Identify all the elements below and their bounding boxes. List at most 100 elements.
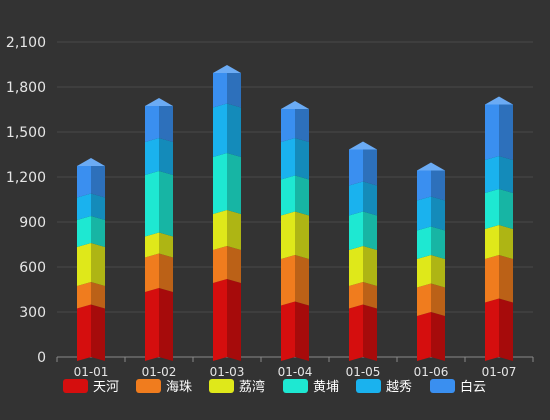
bar-segment[interactable] bbox=[77, 193, 105, 221]
bar-face-left bbox=[485, 225, 499, 259]
legend-item[interactable]: 天河 bbox=[63, 379, 119, 395]
y-tick-label: 300 bbox=[19, 305, 46, 321]
bar-face-right bbox=[295, 211, 309, 259]
bar-segment[interactable] bbox=[213, 153, 241, 214]
bar-face-right bbox=[431, 255, 445, 288]
bar-segment[interactable] bbox=[145, 171, 173, 237]
bar-face-left bbox=[281, 138, 295, 180]
bar-top-cap bbox=[485, 96, 513, 105]
bar-face-left bbox=[349, 145, 363, 186]
bar-face-left bbox=[417, 196, 431, 231]
bar-segment[interactable] bbox=[281, 101, 309, 142]
bar-face-right bbox=[91, 193, 105, 220]
bar-face-left bbox=[417, 255, 431, 288]
bar-face-left bbox=[77, 162, 91, 198]
bar-segment[interactable] bbox=[417, 162, 445, 201]
bar-segment[interactable] bbox=[213, 210, 241, 250]
bar-face-left bbox=[417, 283, 431, 316]
bar-segment[interactable] bbox=[77, 304, 105, 362]
bar-face-right bbox=[159, 288, 173, 361]
bar-face-left bbox=[281, 301, 295, 361]
bar-segment[interactable] bbox=[417, 196, 445, 231]
bar-face-left bbox=[485, 100, 499, 160]
bar-segment[interactable] bbox=[485, 96, 513, 161]
bar-segment[interactable] bbox=[485, 255, 513, 303]
legend[interactable]: 天河 海珠 荔湾 黄埔 越秀 白云 bbox=[63, 379, 486, 395]
y-tick-label: 0 bbox=[37, 350, 46, 366]
legend-item[interactable]: 白云 bbox=[430, 379, 486, 395]
bar-segment[interactable] bbox=[77, 243, 105, 286]
bar-face-right bbox=[159, 232, 173, 258]
bar-segment[interactable] bbox=[145, 232, 173, 258]
y-axis: 0 300 600 900 1,200 1,500 1,800 2,100 bbox=[6, 35, 46, 366]
bar-segment[interactable] bbox=[281, 255, 309, 306]
y-tick-label: 900 bbox=[19, 215, 46, 231]
bar-face-left bbox=[349, 304, 363, 361]
bar-face-right bbox=[363, 246, 377, 286]
bar-segment[interactable] bbox=[485, 298, 513, 362]
stacked-bar[interactable] bbox=[213, 65, 241, 361]
bar-face-left bbox=[145, 253, 159, 292]
bar-segment[interactable] bbox=[77, 282, 105, 309]
bar-segment[interactable] bbox=[485, 156, 513, 193]
legend-item[interactable]: 越秀 bbox=[356, 379, 412, 395]
bar-face-right bbox=[159, 102, 173, 142]
bar-face-left bbox=[281, 255, 295, 306]
bar-face-right bbox=[499, 298, 513, 361]
bar-face-left bbox=[213, 103, 227, 157]
bar-segment[interactable] bbox=[485, 225, 513, 259]
bar-segment[interactable] bbox=[349, 304, 377, 362]
bar-segment[interactable] bbox=[213, 279, 241, 361]
bar-segment[interactable] bbox=[417, 283, 445, 317]
bar-top-cap bbox=[417, 162, 445, 171]
stacked-bar[interactable] bbox=[145, 98, 173, 361]
bar-segment[interactable] bbox=[145, 98, 173, 142]
bar-segment[interactable] bbox=[417, 312, 445, 361]
stacked-bar[interactable] bbox=[77, 158, 105, 361]
y-tick-label: 600 bbox=[19, 260, 46, 276]
bar-face-left bbox=[417, 312, 431, 361]
bar-segment[interactable] bbox=[145, 288, 173, 361]
bar-segment[interactable] bbox=[77, 158, 105, 198]
y-tick-label: 1,800 bbox=[6, 80, 46, 96]
bar-face-left bbox=[485, 189, 499, 229]
bar-segment[interactable] bbox=[281, 138, 309, 180]
legend-item[interactable]: 荔湾 bbox=[209, 379, 265, 395]
bar-segment[interactable] bbox=[281, 175, 309, 216]
bar-segment[interactable] bbox=[281, 211, 309, 260]
bar-top-cap bbox=[281, 101, 309, 109]
bar-segment[interactable] bbox=[213, 65, 241, 108]
bar-face-right bbox=[363, 181, 377, 216]
bar-segment[interactable] bbox=[77, 216, 105, 247]
bar-segment[interactable] bbox=[485, 189, 513, 229]
bar-segment[interactable] bbox=[281, 301, 309, 362]
bar-segment[interactable] bbox=[417, 255, 445, 288]
bar-segment[interactable] bbox=[145, 138, 173, 175]
bar-segment[interactable] bbox=[349, 282, 377, 309]
legend-item[interactable]: 黄埔 bbox=[283, 379, 339, 395]
bar-segment[interactable] bbox=[145, 253, 173, 293]
bar-segment[interactable] bbox=[417, 226, 445, 260]
stacked-bar[interactable] bbox=[281, 101, 309, 361]
legend-label: 海珠 bbox=[166, 380, 192, 395]
bar-segment[interactable] bbox=[349, 246, 377, 286]
bar-segment[interactable] bbox=[349, 181, 377, 216]
bar-face-right bbox=[295, 105, 309, 142]
stacked-bar[interactable] bbox=[349, 141, 377, 362]
legend-label: 荔湾 bbox=[239, 379, 265, 395]
bar-face-right bbox=[499, 156, 513, 193]
x-tick-label: 01-07 bbox=[482, 365, 517, 379]
bar-segment[interactable] bbox=[213, 246, 241, 283]
x-tick-label: 01-04 bbox=[278, 365, 313, 379]
legend-item[interactable]: 海珠 bbox=[136, 379, 192, 395]
legend-swatch bbox=[430, 379, 455, 393]
bar-face-right bbox=[91, 162, 105, 198]
stacked-bar[interactable] bbox=[417, 162, 445, 362]
bar-segment[interactable] bbox=[349, 211, 377, 251]
bar-face-right bbox=[431, 312, 445, 361]
bar-segment[interactable] bbox=[213, 103, 241, 158]
bar-segment[interactable] bbox=[349, 141, 377, 186]
stacked-bar[interactable] bbox=[485, 96, 513, 362]
y-tick-label: 2,100 bbox=[6, 35, 46, 51]
